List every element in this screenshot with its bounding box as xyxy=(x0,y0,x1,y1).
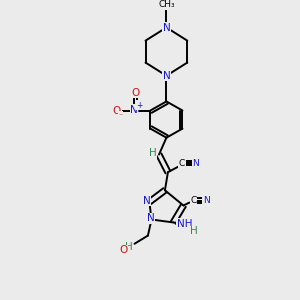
Text: C: C xyxy=(190,196,197,205)
Text: N: N xyxy=(163,22,170,32)
Text: ⁻: ⁻ xyxy=(118,111,123,120)
Text: N: N xyxy=(192,159,199,168)
Text: O: O xyxy=(120,245,128,255)
Text: O: O xyxy=(113,106,121,116)
Text: N: N xyxy=(163,71,170,81)
Text: N: N xyxy=(142,196,150,206)
Text: O: O xyxy=(131,88,139,98)
Text: N: N xyxy=(147,213,155,223)
Text: N: N xyxy=(203,196,209,205)
Text: C: C xyxy=(179,159,185,168)
Text: CH₃: CH₃ xyxy=(158,0,175,9)
Text: +: + xyxy=(136,101,142,110)
Text: H: H xyxy=(125,242,133,252)
Text: NH: NH xyxy=(177,219,192,229)
Text: H: H xyxy=(148,148,156,158)
Text: H: H xyxy=(190,226,197,236)
Text: N: N xyxy=(130,105,138,115)
